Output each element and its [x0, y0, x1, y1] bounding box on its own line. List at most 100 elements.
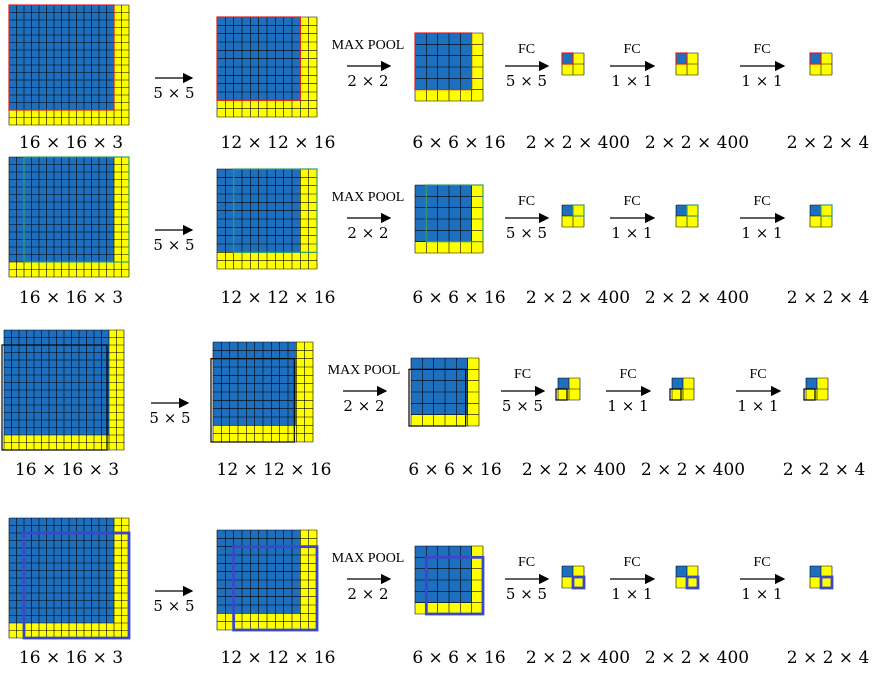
fc3-size-label: 1 × 1 [741, 585, 782, 603]
input-grid [3, 329, 125, 451]
fc1-window [561, 52, 574, 65]
pool-window [424, 555, 485, 616]
conv-shape-label: 12 × 12 × 16 [221, 648, 336, 668]
pool-title-label: MAX POOL [328, 363, 401, 378]
pool-title-label: MAX POOL [332, 190, 405, 205]
fc3-window [820, 204, 833, 217]
fc2-size-label: 1 × 1 [611, 585, 652, 603]
conv-output-grid [216, 529, 318, 631]
fc2-title-label: FC [619, 367, 636, 382]
fc3-window [819, 575, 834, 590]
fc2-shape-label: 2 × 2 × 400 [641, 460, 745, 480]
fc2-window [686, 204, 699, 217]
fc3-title-label: FC [753, 42, 770, 57]
conv-kernel-label: 5 × 5 [153, 84, 194, 102]
pool-title-label: MAX POOL [332, 551, 405, 566]
fc2-output-grid [671, 377, 695, 401]
conv-shape-label: 12 × 12 × 16 [221, 133, 336, 153]
fc2-window [685, 575, 700, 590]
pool-title-label: MAX POOL [332, 38, 405, 53]
fc3-size-label: 1 × 1 [737, 397, 778, 415]
conv-shape-label: 12 × 12 × 16 [217, 460, 332, 480]
input-grid [8, 517, 130, 639]
fc1-window [571, 575, 586, 590]
conv-window [232, 545, 319, 632]
fc3-size-label: 1 × 1 [741, 224, 782, 242]
fc3-title-label: FC [753, 194, 770, 209]
pool-shape-label: 6 × 6 × 16 [412, 648, 505, 668]
fc3-shape-label: 2 × 2 × 4 [787, 648, 870, 668]
input-shape-label: 16 × 16 × 3 [19, 648, 123, 668]
fc1-title-label: FC [518, 194, 535, 209]
fc1-size-label: 5 × 5 [502, 397, 543, 415]
fc1-size-label: 5 × 5 [506, 224, 547, 242]
input-shape-label: 16 × 16 × 3 [19, 133, 123, 153]
conv-shape-label: 12 × 12 × 16 [221, 288, 336, 308]
fc1-shape-label: 2 × 2 × 400 [522, 460, 626, 480]
fc1-title-label: FC [518, 42, 535, 57]
pool-shape-label: 6 × 6 × 16 [412, 288, 505, 308]
fc1-size-label: 5 × 5 [506, 72, 547, 90]
fc3-shape-label: 2 × 2 × 4 [787, 133, 870, 153]
row-3: 5 × 5 MAX POOL 2 × 2 FC 5 × 5 FC 1 × 1 FC 1 × 1 1… [1, 329, 866, 480]
pool-size-label: 2 × 2 [347, 224, 388, 242]
pool-size-label: 2 × 2 [347, 72, 388, 90]
input-grid [8, 156, 130, 278]
fc1-window [572, 204, 585, 217]
fc3-title-label: FC [749, 367, 766, 382]
conv-window [216, 16, 301, 101]
input-window [1, 344, 108, 451]
row-1: 5 × 5 MAX POOL 2 × 2 FC 5 × 5 FC 1 × 1 FC 1 × 1 1… [8, 4, 870, 153]
fc1-shape-label: 2 × 2 × 400 [526, 133, 630, 153]
fc2-shape-label: 2 × 2 × 400 [645, 648, 749, 668]
conv-kernel-label: 5 × 5 [153, 597, 194, 615]
fc2-size-label: 1 × 1 [607, 397, 648, 415]
pool-output-grid [414, 184, 484, 254]
fc3-title-label: FC [753, 555, 770, 570]
conv-output-grid [212, 341, 314, 443]
fc1-title-label: FC [514, 367, 531, 382]
fc2-title-label: FC [623, 194, 640, 209]
conv-kernel-label: 5 × 5 [153, 236, 194, 254]
fc1-title-label: FC [518, 555, 535, 570]
conv-output-grid [216, 168, 318, 270]
row-4: 5 × 5 MAX POOL 2 × 2 FC 5 × 5 FC 1 × 1 FC 1 × 1 1… [8, 517, 870, 668]
input-window [23, 156, 130, 263]
fc1-shape-label: 2 × 2 × 400 [526, 648, 630, 668]
conv-output-grid [216, 16, 318, 118]
fc2-size-label: 1 × 1 [611, 72, 652, 90]
fc3-size-label: 1 × 1 [741, 72, 782, 90]
fc2-title-label: FC [623, 42, 640, 57]
fc3-window [809, 52, 822, 65]
input-window [22, 531, 131, 640]
input-shape-label: 16 × 16 × 3 [19, 288, 123, 308]
pool-output-grid [414, 32, 484, 102]
input-window [8, 4, 115, 111]
pool-output-grid [410, 357, 480, 427]
fc1-window [555, 388, 568, 401]
input-shape-label: 16 × 16 × 3 [15, 460, 119, 480]
pool-size-label: 2 × 2 [343, 397, 384, 415]
fc2-shape-label: 2 × 2 × 400 [645, 133, 749, 153]
pool-size-label: 2 × 2 [347, 585, 388, 603]
fc2-window [675, 52, 688, 65]
fc1-size-label: 5 × 5 [506, 585, 547, 603]
pool-window [425, 184, 484, 243]
pool-window [408, 368, 467, 427]
fc2-window [669, 388, 682, 401]
pool-shape-label: 6 × 6 × 16 [408, 460, 501, 480]
fc2-title-label: FC [623, 555, 640, 570]
fc3-shape-label: 2 × 2 × 4 [783, 460, 866, 480]
pool-shape-label: 6 × 6 × 16 [412, 133, 505, 153]
row-2: 5 × 5 MAX POOL 2 × 2 FC 5 × 5 FC 1 × 1 FC 1 × 1 1… [8, 156, 869, 308]
fc2-size-label: 1 × 1 [611, 224, 652, 242]
fc3-window [803, 388, 816, 401]
input-grid [8, 4, 130, 126]
conv-window [210, 358, 295, 443]
pool-window [414, 32, 473, 91]
conv-kernel-label: 5 × 5 [149, 409, 190, 427]
fc2-shape-label: 2 × 2 × 400 [645, 288, 749, 308]
conv-window [233, 168, 318, 253]
fc1-shape-label: 2 × 2 × 400 [526, 288, 630, 308]
